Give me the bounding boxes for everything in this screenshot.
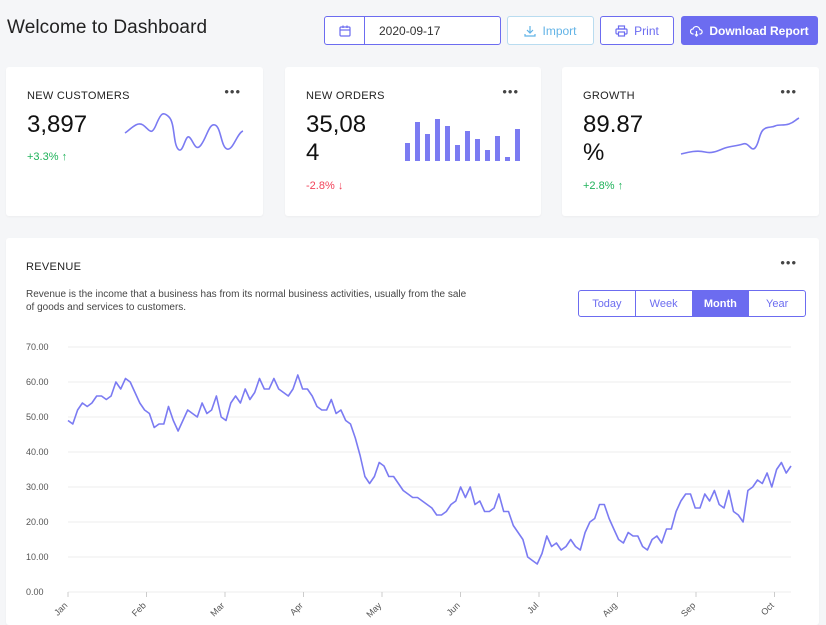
page-title: Welcome to Dashboard [7, 17, 208, 38]
stat-change: +2.8% ↑ [583, 180, 624, 192]
download-report-label: Download Report [709, 23, 809, 38]
import-button[interactable]: Import [507, 16, 594, 45]
more-icon[interactable]: ••• [780, 255, 797, 270]
printer-icon [615, 24, 628, 37]
stat-card-new-customers: NEW CUSTOMERS ••• 3,897 +3.3% ↑ [6, 67, 263, 216]
stat-label: NEW ORDERS [306, 90, 385, 102]
sparkline-chart [680, 117, 800, 155]
y-tick-label: 0.00 [26, 587, 44, 597]
more-icon[interactable]: ••• [502, 84, 519, 99]
y-tick-label: 70.00 [26, 342, 49, 352]
x-tick-label: Apr [288, 600, 305, 617]
tab-week[interactable]: Week [636, 291, 693, 316]
cloud-download-icon [690, 25, 704, 37]
x-tick-label: Aug [601, 600, 619, 618]
x-tick-label: Feb [130, 600, 148, 618]
stat-value: 35,084 [306, 111, 367, 166]
tab-year[interactable]: Year [766, 297, 789, 310]
y-tick-label: 30.00 [26, 482, 49, 492]
download-report-button[interactable]: Download Report [681, 16, 818, 45]
x-tick-label: Jul [525, 600, 540, 615]
download-icon [524, 25, 537, 37]
sparkline-bar-chart [405, 119, 520, 161]
arrow-down-icon: ↓ [337, 180, 344, 192]
x-tick-label: May [364, 600, 383, 619]
date-picker[interactable]: 2020-09-17 [324, 16, 501, 45]
date-value[interactable]: 2020-09-17 [379, 23, 441, 38]
revenue-line-chart: 0.00 10.00 20.00 30.00 40.00 50.00 60.00 70.00 J… [26, 342, 792, 619]
print-label: Print [634, 23, 659, 38]
calendar-icon[interactable] [325, 17, 365, 44]
revenue-series-line [67, 374, 792, 565]
y-tick-label: 60.00 [26, 377, 49, 387]
revenue-title: REVENUE [26, 261, 82, 273]
stat-card-growth: GROWTH ••• 89.87 % +2.8% ↑ [562, 67, 819, 216]
y-tick-label: 50.00 [26, 412, 49, 422]
x-tick-label: Sep [679, 600, 697, 618]
revenue-description: Revenue is the income that a business ha… [26, 289, 467, 313]
more-icon[interactable]: ••• [224, 84, 241, 99]
y-tick-label: 20.00 [26, 517, 49, 527]
tab-today[interactable]: Today [579, 291, 636, 316]
stat-value: 3,897 [27, 111, 88, 138]
revenue-card: REVENUE ••• Revenue is the income that a… [6, 238, 819, 625]
import-label: Import [542, 23, 577, 38]
sparkline-chart [124, 112, 244, 151]
y-tick-label: 10.00 [26, 552, 49, 562]
stat-value: 89.87 % [583, 111, 644, 166]
arrow-up-icon: ↑ [617, 180, 624, 192]
x-tick-label: Mar [208, 600, 226, 618]
stat-change: +3.3% ↑ [27, 151, 68, 163]
stat-card-new-orders: NEW ORDERS ••• 35,084 -2.8% ↓ [285, 67, 541, 216]
arrow-up-icon: ↑ [61, 151, 68, 163]
stat-label: NEW CUSTOMERS [27, 90, 130, 102]
stat-change: -2.8% ↓ [306, 180, 344, 192]
y-tick-label: 40.00 [26, 447, 49, 457]
period-selector[interactable]: Today Week Month Year [578, 290, 806, 317]
x-tick-label: Jan [52, 600, 69, 617]
x-tick-label: Oct [759, 600, 776, 617]
tab-month[interactable]: Month [692, 291, 750, 316]
stat-label: GROWTH [583, 90, 635, 102]
x-tick-label: Jun [445, 600, 462, 617]
print-button[interactable]: Print [600, 16, 674, 45]
more-icon[interactable]: ••• [780, 84, 797, 99]
